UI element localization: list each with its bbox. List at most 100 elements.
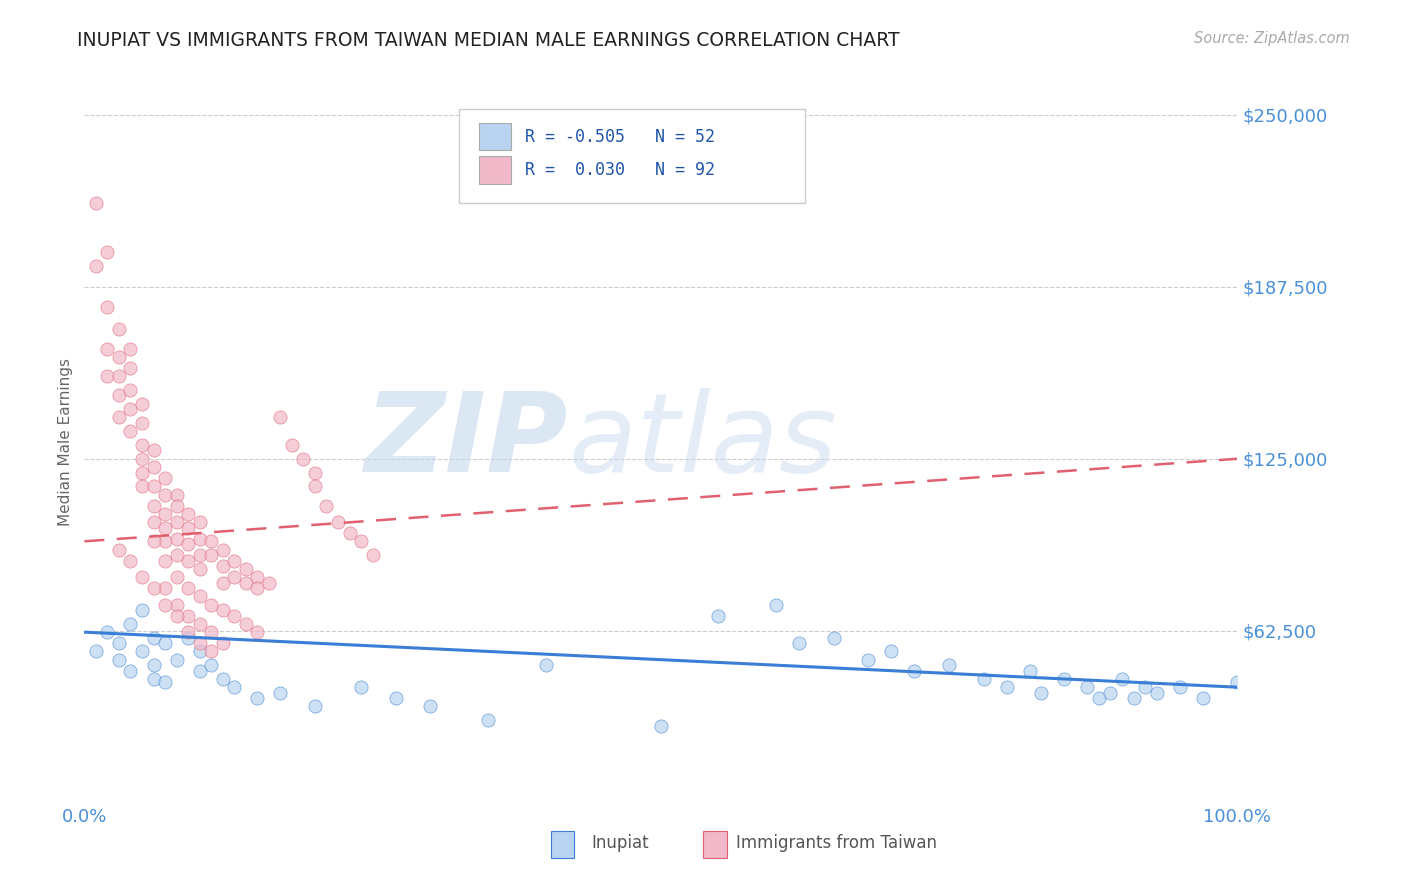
Point <box>224 570 246 584</box>
Point <box>1226 674 1249 689</box>
Point <box>246 570 269 584</box>
Point <box>224 553 246 567</box>
Point <box>188 616 211 631</box>
Point <box>880 644 903 658</box>
Point <box>131 397 153 411</box>
Bar <box>478 156 510 184</box>
Point <box>131 451 153 466</box>
Point <box>131 603 153 617</box>
Point <box>224 608 246 623</box>
Point <box>350 534 373 549</box>
Point <box>142 479 165 493</box>
Point <box>211 559 233 574</box>
Point <box>1122 691 1144 706</box>
Point <box>96 625 118 640</box>
Text: Immigrants from Taiwan: Immigrants from Taiwan <box>735 833 936 852</box>
Text: ZIP: ZIP <box>366 388 568 495</box>
Point <box>1053 672 1076 686</box>
Point <box>120 360 142 375</box>
Point <box>131 416 153 430</box>
Point <box>1099 686 1122 700</box>
Point <box>120 664 142 678</box>
Point <box>84 195 107 210</box>
Point <box>177 631 200 645</box>
Point <box>211 603 233 617</box>
Point <box>142 581 165 595</box>
Point <box>787 636 810 650</box>
Point <box>166 608 188 623</box>
Text: R = -0.505   N = 52: R = -0.505 N = 52 <box>524 128 714 145</box>
Point <box>257 575 280 590</box>
Point <box>96 342 118 356</box>
Point <box>142 443 165 458</box>
Point <box>96 245 118 260</box>
Point <box>1191 691 1213 706</box>
Text: R =  0.030   N = 92: R = 0.030 N = 92 <box>524 161 714 179</box>
Point <box>292 451 315 466</box>
Point <box>108 636 131 650</box>
Point <box>211 542 233 557</box>
Point <box>120 402 142 417</box>
Point <box>177 553 200 567</box>
Text: Inupiat: Inupiat <box>592 833 650 852</box>
Point <box>224 680 246 694</box>
Point <box>166 487 188 501</box>
Point <box>120 616 142 631</box>
Point <box>177 625 200 640</box>
Point <box>166 598 188 612</box>
Point <box>96 301 118 315</box>
Bar <box>478 123 510 151</box>
Point <box>1133 680 1156 694</box>
Point <box>166 515 188 529</box>
Point <box>419 699 441 714</box>
Point <box>326 515 349 529</box>
Point <box>995 680 1018 694</box>
Point <box>166 570 188 584</box>
FancyBboxPatch shape <box>460 109 806 203</box>
Point <box>281 438 304 452</box>
Point <box>153 487 176 501</box>
Point <box>339 526 361 541</box>
Point <box>534 658 557 673</box>
Point <box>142 460 165 475</box>
Point <box>211 575 233 590</box>
Point <box>108 410 131 425</box>
Point <box>973 672 995 686</box>
Point <box>188 532 211 546</box>
Point <box>1146 686 1168 700</box>
Point <box>153 598 176 612</box>
Point <box>361 548 384 562</box>
Point <box>1111 672 1133 686</box>
Point <box>153 471 176 485</box>
Point <box>153 553 176 567</box>
Point <box>188 562 211 576</box>
Point <box>153 507 176 521</box>
Text: INUPIAT VS IMMIGRANTS FROM TAIWAN MEDIAN MALE EARNINGS CORRELATION CHART: INUPIAT VS IMMIGRANTS FROM TAIWAN MEDIAN… <box>77 31 900 50</box>
Point <box>177 537 200 551</box>
Point <box>188 548 211 562</box>
Point <box>304 479 326 493</box>
Point <box>84 259 107 273</box>
Point <box>177 520 200 534</box>
Point <box>142 631 165 645</box>
Point <box>166 653 188 667</box>
Point <box>315 499 337 513</box>
Point <box>1076 680 1098 694</box>
Point <box>142 499 165 513</box>
Point <box>108 388 131 402</box>
Point <box>131 438 153 452</box>
Point <box>142 672 165 686</box>
Point <box>142 534 165 549</box>
Bar <box>551 831 575 858</box>
Point <box>1031 686 1053 700</box>
Point <box>188 590 211 604</box>
Point <box>858 653 880 667</box>
Point <box>903 664 925 678</box>
Point <box>142 658 165 673</box>
Point <box>823 631 845 645</box>
Point <box>166 548 188 562</box>
Point <box>650 719 672 733</box>
Point <box>200 534 222 549</box>
Point <box>1018 664 1040 678</box>
Point <box>235 575 257 590</box>
